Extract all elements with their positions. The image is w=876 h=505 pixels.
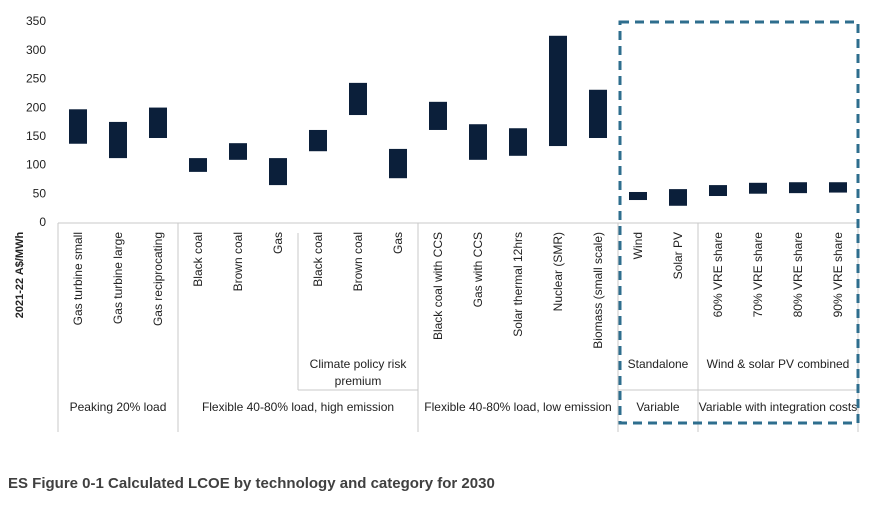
bar bbox=[309, 129, 327, 152]
x-tick-label: 80% VRE share bbox=[791, 232, 805, 318]
bar bbox=[549, 35, 567, 147]
group-label: Peaking 20% load bbox=[70, 400, 167, 414]
bar bbox=[389, 148, 407, 179]
y-tick-label: 250 bbox=[26, 72, 46, 86]
bar bbox=[789, 182, 807, 194]
group-label: Variable with integration costs bbox=[699, 400, 858, 414]
x-tick-label: 70% VRE share bbox=[751, 232, 765, 318]
y-tick-label: 150 bbox=[26, 129, 46, 143]
caption: ES Figure 0-1 Calculated LCOE by technol… bbox=[8, 475, 495, 492]
bar bbox=[509, 128, 527, 156]
y-tick-label: 300 bbox=[26, 43, 46, 57]
highlight-box bbox=[618, 20, 860, 425]
subgroup-label: Wind & solar PV combined bbox=[707, 357, 850, 371]
bar bbox=[189, 158, 207, 172]
y-tick-label: 50 bbox=[33, 186, 47, 200]
x-tick-label: Gas turbine large bbox=[111, 232, 125, 324]
bar bbox=[829, 182, 847, 193]
group-label: Flexible 40-80% load, low emission bbox=[424, 400, 611, 414]
bar bbox=[629, 191, 647, 201]
y-tick-label: 350 bbox=[26, 14, 46, 28]
x-tick-label: Solar PV bbox=[671, 232, 685, 279]
x-tick-label: Nuclear (SMR) bbox=[551, 232, 565, 311]
x-tick-label: Gas bbox=[391, 232, 405, 254]
y-tick-label: 100 bbox=[26, 158, 46, 172]
y-tick-label: 0 bbox=[39, 215, 46, 229]
subgroup-label: Standalone bbox=[628, 357, 689, 371]
y-axis-label: 2021-22 A$/MWh bbox=[14, 232, 26, 319]
bar bbox=[669, 189, 687, 206]
x-tick-label: Wind bbox=[631, 232, 645, 259]
x-tick-label: Brown coal bbox=[351, 232, 365, 291]
x-tick-label: 60% VRE share bbox=[711, 232, 725, 318]
x-tick-label: Gas turbine small bbox=[71, 232, 85, 325]
x-tick-label: Biomass (small scale) bbox=[591, 232, 605, 349]
x-tick-label: Gas bbox=[271, 232, 285, 254]
y-tick-label: 200 bbox=[26, 100, 46, 114]
bar bbox=[149, 107, 167, 139]
x-tick-label: Brown coal bbox=[231, 232, 245, 291]
bar bbox=[429, 101, 447, 130]
x-tick-label: Gas with CCS bbox=[471, 232, 485, 307]
x-tick-label: Solar thermal 12hrs bbox=[511, 232, 525, 337]
bar bbox=[589, 89, 607, 139]
x-tick-label: Black coal bbox=[311, 232, 325, 287]
bar bbox=[749, 182, 767, 194]
bar bbox=[709, 185, 727, 197]
group-label: Variable bbox=[636, 400, 679, 414]
bar bbox=[109, 121, 127, 159]
subgroup-label: Climate policy risk premium bbox=[310, 357, 408, 388]
bar bbox=[229, 143, 247, 160]
bar bbox=[349, 82, 367, 116]
x-tick-label: Gas reciprocating bbox=[151, 232, 165, 326]
x-tick-label: Black coal with CCS bbox=[431, 232, 445, 340]
bar bbox=[469, 124, 487, 160]
x-tick-label: 90% VRE share bbox=[831, 232, 845, 318]
group-label: Flexible 40-80% load, high emission bbox=[202, 400, 394, 414]
bar bbox=[69, 109, 87, 144]
x-tick-label: Black coal bbox=[191, 232, 205, 287]
bar bbox=[269, 158, 287, 186]
